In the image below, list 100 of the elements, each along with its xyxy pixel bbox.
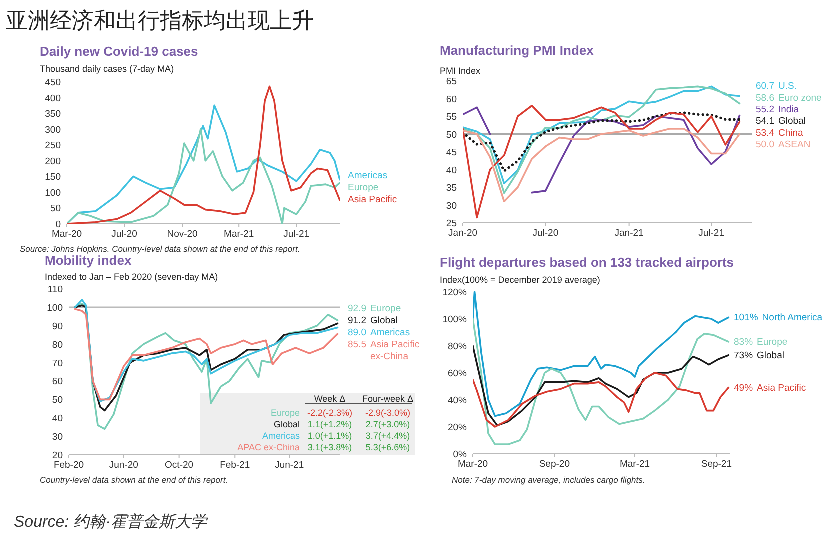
y-tick-label: 50 xyxy=(52,395,63,406)
x-tick-label: Sep-20 xyxy=(539,459,570,470)
text: Global xyxy=(370,316,398,327)
text: Asia Pacific xyxy=(757,382,806,394)
x-tick-label: Mar-20 xyxy=(458,459,488,470)
annotation: Americas xyxy=(262,431,300,441)
line-series xyxy=(473,291,730,418)
text: Europe xyxy=(757,336,788,348)
data-label: 73% xyxy=(734,350,754,362)
text: Note: 7-day moving average, includes cargo flights. xyxy=(452,475,646,485)
y-tick-label: 80 xyxy=(52,340,63,351)
data-label: 58.6 xyxy=(756,92,774,104)
y-tick-label: 35 xyxy=(446,183,457,194)
text: North America xyxy=(762,312,824,324)
y-tick-label: 60 xyxy=(52,376,63,388)
x-tick-label: Feb-21 xyxy=(220,460,250,471)
line-series xyxy=(463,104,741,219)
y-axis-title: PMI Index xyxy=(440,66,482,76)
y-tick-label: 65 xyxy=(446,76,457,88)
annotation: 1.1(+1.2%) xyxy=(308,420,352,430)
data-label: 60.7 xyxy=(756,81,774,92)
x-tick-label: Jul-20 xyxy=(532,228,559,239)
data-label: 54.1 xyxy=(756,116,774,128)
line-series xyxy=(463,128,741,203)
y-tick-label: 250 xyxy=(45,140,61,152)
text: U.S. xyxy=(778,81,797,92)
y-axis-title: Thousand daily cases (7-day MA) xyxy=(40,64,174,74)
data-label: 83% xyxy=(734,336,754,348)
series-label: Europe xyxy=(348,182,379,194)
y-tick-label: 45 xyxy=(446,148,457,158)
x-tick-label: Jun-20 xyxy=(109,460,138,471)
text: Americas xyxy=(370,328,410,339)
y-tick-label: 100 xyxy=(47,302,63,314)
y-tick-label: 200 xyxy=(45,156,61,168)
text: Global xyxy=(757,350,784,362)
data-label: 49% xyxy=(734,382,754,394)
x-tick-label: Mar-21 xyxy=(224,229,254,240)
text: Country-level data shown at the end of this report. xyxy=(40,475,228,485)
data-label: 85.5 xyxy=(348,340,366,351)
y-tick-label: 350 xyxy=(45,109,61,120)
y-tick-label: 100% xyxy=(442,314,468,326)
source-note: Source: Johns Hopkins. Country-level data shown at the end of this report. xyxy=(20,244,300,254)
x-tick-label: Oct-20 xyxy=(165,460,194,471)
annotation: Week Δ xyxy=(314,394,346,404)
y-tick-label: 30 xyxy=(446,200,457,212)
y-tick-label: 20% xyxy=(448,422,468,434)
series-label: Americas xyxy=(348,170,388,182)
y-tick-label: 400 xyxy=(45,93,61,104)
chart-title: Flight departures based on 133 tracked airports xyxy=(440,255,734,270)
x-tick-label: Jul-21 xyxy=(698,228,724,239)
x-tick-label: Jan-21 xyxy=(614,228,644,239)
x-tick-label: Feb-20 xyxy=(54,460,84,471)
x-tick-label: Jul-21 xyxy=(284,229,310,240)
y-tick-label: 300 xyxy=(45,124,61,136)
line-series xyxy=(67,128,340,224)
text: -2.9(-3.0%) xyxy=(365,408,411,418)
y-tick-label: 0 xyxy=(56,220,61,230)
text: 5.3(+6.6%) xyxy=(366,442,410,452)
y-axis-title: Indexed to Jan – Feb 2020 (seven-day MA) xyxy=(45,272,218,282)
line-series xyxy=(473,372,730,428)
data-label: 53.4 xyxy=(756,128,774,139)
text: Four-week Δ xyxy=(362,394,414,404)
annotation: Europe xyxy=(270,408,300,418)
x-tick-label: Mar-20 xyxy=(52,229,82,240)
y-tick-label: 120% xyxy=(442,288,468,298)
y-tick-label: 110 xyxy=(48,284,63,296)
text: India xyxy=(778,104,800,116)
text: Euro zone xyxy=(778,92,822,104)
annotation: 1.0(+1.1%) xyxy=(308,431,352,441)
y-tick-label: 55 xyxy=(446,112,457,123)
line-series xyxy=(473,318,730,446)
source-note: Source: 约翰·霍普金斯大学 xyxy=(14,513,209,531)
text: 亚洲经济和出行指标均出现上升 xyxy=(6,8,314,33)
text: Global xyxy=(778,116,806,128)
y-tick-label: 70 xyxy=(52,358,63,370)
y-tick-label: 30 xyxy=(52,432,63,444)
y-tick-label: 100 xyxy=(45,188,61,199)
data-label: 101% xyxy=(734,312,759,324)
y-tick-label: 60 xyxy=(446,94,457,106)
text: Asia Pacific ex-China xyxy=(370,340,420,363)
y-tick-label: 0% xyxy=(453,450,468,460)
text: Europe xyxy=(370,304,402,315)
y-tick-label: 450 xyxy=(45,78,61,88)
data-label: 55.2 xyxy=(756,104,774,116)
x-tick-label: Sep-21 xyxy=(701,459,732,470)
data-label: 92.9 xyxy=(348,304,366,315)
chart-title: Mobility index xyxy=(45,253,132,268)
y-tick-label: 50 xyxy=(446,130,457,141)
y-tick-label: 40 xyxy=(446,165,457,176)
chart-title: Manufacturing PMI Index xyxy=(440,43,595,58)
annotation: 3.1(+3.8%) xyxy=(308,442,352,452)
text: 2.7(+3.0%) xyxy=(366,420,410,430)
annotation: APAC ex-China xyxy=(238,442,300,452)
line-series xyxy=(463,112,742,172)
text: 3.7(+4.4%) xyxy=(366,431,410,441)
text: ASEAN xyxy=(778,140,811,151)
series-label: Asia Pacific xyxy=(348,194,398,206)
x-tick-label: Nov-20 xyxy=(167,229,198,240)
x-tick-label: Jul-20 xyxy=(112,229,138,240)
y-tick-label: 40% xyxy=(448,396,468,406)
